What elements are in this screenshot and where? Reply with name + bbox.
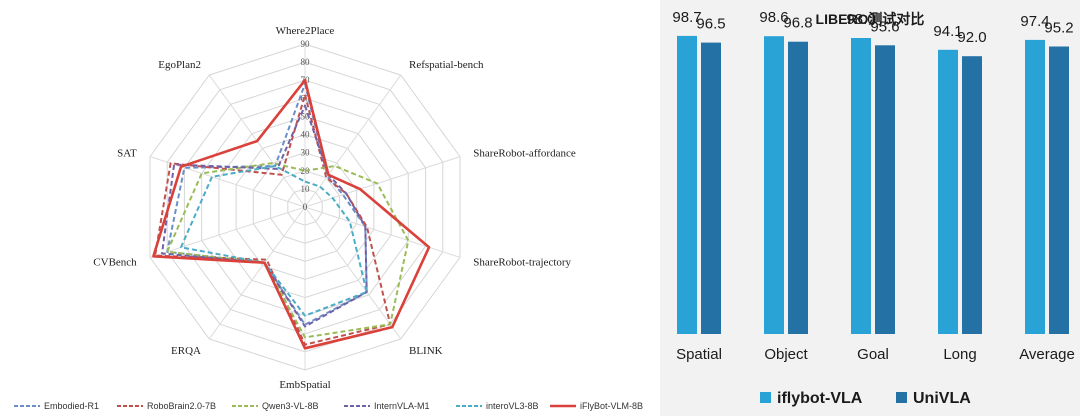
bar-legend-label: UniVLA bbox=[913, 390, 971, 407]
radar-axis-label: ShareRobot-affordance bbox=[473, 147, 576, 159]
radar-axis-label: BLINK bbox=[409, 345, 443, 357]
bar-category-label: Spatial bbox=[676, 346, 722, 363]
radar-spoke bbox=[304, 206, 461, 258]
radar-series-iFlyBot-VLM-8B bbox=[152, 78, 431, 350]
radar-axis-label: Where2Place bbox=[276, 25, 335, 37]
radar-series-RoboBrain2.0-7B bbox=[154, 93, 392, 346]
radar-tick-label: 0 bbox=[303, 202, 308, 212]
radar-series-interoVL3-8B bbox=[180, 165, 368, 317]
bar-UniVLA-Spatial bbox=[701, 42, 721, 334]
bar-category-label: Object bbox=[764, 346, 808, 363]
bar-legend-swatch bbox=[896, 392, 907, 403]
bar-legend: iflybot-VLA UniVLA bbox=[760, 390, 971, 407]
bar-category-label: Goal bbox=[857, 346, 889, 363]
radar-axis-label: EgoPlan2 bbox=[158, 59, 201, 71]
radar-tick-label: 30 bbox=[301, 148, 311, 158]
legend-label: InternVLA-M1 bbox=[374, 401, 430, 411]
bar-UniVLA-Object bbox=[788, 41, 808, 334]
bar-iflybot-VLA-Long bbox=[938, 49, 958, 335]
legend-label: Qwen3-VL-8B bbox=[262, 401, 319, 411]
radar-axis-label: EmbSpatial bbox=[279, 379, 330, 391]
bar-chart-panel: LIBERO测试对比 98.7 96.5 Spatial 98.6 96.8 Object… bbox=[660, 0, 1080, 416]
bar-iflybot-VLA-Goal bbox=[851, 38, 871, 334]
bar-value-label: 97.4 bbox=[1020, 13, 1049, 30]
radar-axis-label: SAT bbox=[117, 147, 137, 159]
radar-axis-label: Refspatial-bench bbox=[409, 59, 484, 71]
radar-tick-label: 90 bbox=[301, 39, 311, 49]
bar-value-label: 98.0 bbox=[846, 11, 875, 28]
bar-value-label: 94.1 bbox=[933, 23, 962, 40]
radar-spoke bbox=[304, 74, 402, 208]
bar-iflybot-VLA-Average bbox=[1025, 39, 1045, 335]
radar-spoke bbox=[208, 206, 306, 340]
bar-value-label: 92.0 bbox=[957, 29, 986, 46]
radar-axis-label: CVBench bbox=[93, 257, 137, 269]
radar-axis-label: ERQA bbox=[171, 345, 201, 357]
bar-iflybot-VLA-Object bbox=[764, 36, 784, 334]
bar-legend-label: iflybot-VLA bbox=[777, 390, 863, 407]
radar-spoke bbox=[149, 206, 306, 258]
bar-UniVLA-Long bbox=[962, 56, 982, 334]
bar-value-label: 96.8 bbox=[783, 15, 812, 32]
radar-tick-label: 80 bbox=[301, 57, 311, 67]
radar-axis-label: ShareRobot-trajectory bbox=[473, 257, 571, 269]
legend-label: interoVL3-8B bbox=[486, 401, 539, 411]
radar-spoke bbox=[304, 156, 461, 208]
bar-value-label: 95.2 bbox=[1044, 20, 1073, 37]
bar-iflybot-VLA-Spatial bbox=[677, 35, 697, 335]
legend-label: iFlyBot-VLM-8B bbox=[580, 401, 643, 411]
bar-value-label: 96.5 bbox=[696, 16, 725, 33]
bar-UniVLA-Goal bbox=[875, 45, 895, 335]
bar-legend-swatch bbox=[760, 392, 771, 403]
radar-series-Qwen3-VL-8B bbox=[166, 162, 410, 339]
bar-category-label: Average bbox=[1019, 346, 1075, 363]
bar-chart: LIBERO测试对比 98.796.5 Spatial 98.696.8 Object… bbox=[672, 9, 1075, 407]
legend-label: RoboBrain2.0-7B bbox=[147, 401, 216, 411]
radar-spoke bbox=[149, 156, 306, 208]
radar-chart-panel: 0 10 20 30 40 50 60 70 80 90 Where2Place Refspatial… bbox=[14, 25, 644, 411]
radar-series-group bbox=[152, 78, 431, 350]
radar-legend: Embodied-R1 RoboBrain2.0-7B Qwen3-VL-8B Int… bbox=[14, 401, 643, 411]
bar-category-label: Long bbox=[943, 346, 976, 363]
bar-value-label: 98.6 bbox=[759, 9, 788, 26]
radar-tick-label: 50 bbox=[301, 111, 311, 121]
legend-label: Embodied-R1 bbox=[44, 401, 99, 411]
bar-value-label: 98.7 bbox=[672, 9, 701, 26]
bar-value-label: 95.6 bbox=[870, 18, 899, 35]
radar-tick-label: 40 bbox=[301, 130, 311, 140]
radar-series-InternVLA-M1 bbox=[161, 104, 368, 328]
radar-tick-label: 10 bbox=[301, 184, 311, 194]
radar-spoke bbox=[304, 206, 402, 340]
bar-chart-title: LIBERO测试对比 bbox=[816, 11, 925, 27]
radar-chart: 0102030405060708090Where2PlaceRefspatial… bbox=[14, 25, 643, 411]
bar-UniVLA-Average bbox=[1049, 46, 1069, 334]
